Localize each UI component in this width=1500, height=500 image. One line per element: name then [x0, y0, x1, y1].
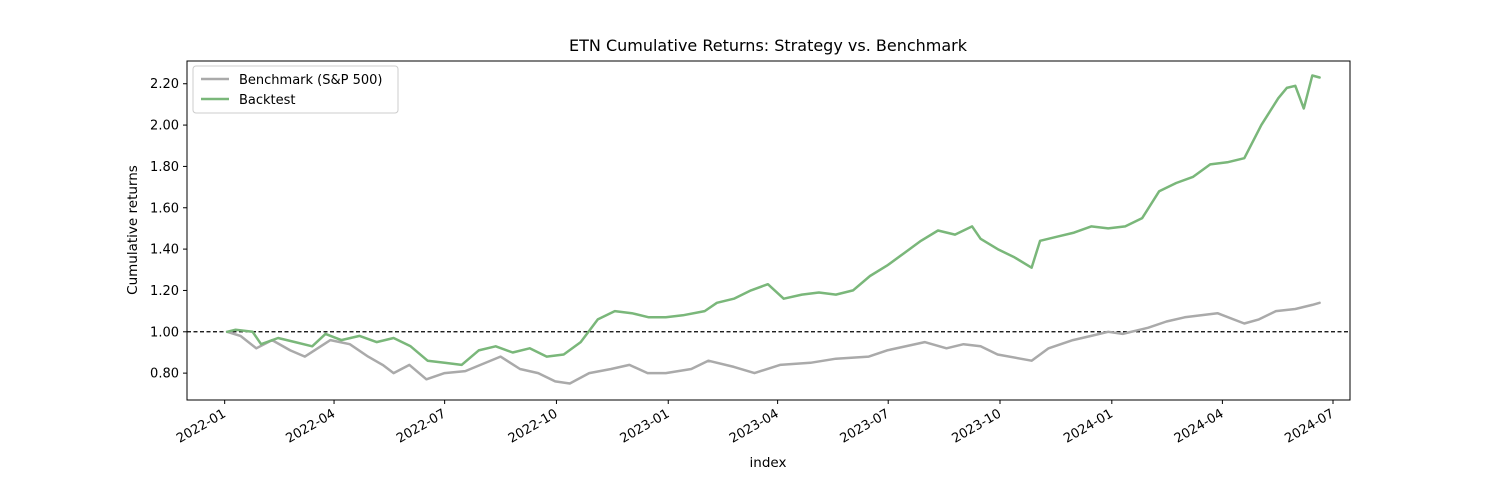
y-tick-label: 1.20	[150, 284, 179, 299]
x-tick-label: 2023-04	[727, 406, 782, 446]
plot-area	[187, 74, 1350, 385]
x-tick-label: 2023-07	[838, 406, 893, 446]
series-line-backtest	[225, 74, 1321, 367]
x-tick-label: 2022-07	[394, 406, 449, 446]
plot-frame	[186, 60, 1351, 401]
series-line-benchmark	[225, 301, 1321, 385]
y-tick-label: 0.80	[150, 367, 179, 382]
y-tick-label: 1.80	[150, 160, 179, 175]
x-tick-label: 2024-04	[1172, 406, 1227, 446]
x-tick-label: 2024-01	[1061, 406, 1116, 446]
legend-label-backtest: Backtest	[239, 93, 296, 108]
y-tick-label: 2.00	[150, 119, 179, 134]
y-axis-label: Cumulative returns	[125, 165, 141, 295]
legend-box	[192, 65, 399, 114]
x-tick-label: 2022-01	[174, 406, 229, 446]
y-tick-label: 1.00	[150, 325, 179, 340]
x-axis-label: index	[750, 455, 787, 471]
chart-title: ETN Cumulative Returns: Strategy vs. Ben…	[569, 36, 968, 55]
y-axis: 0.80 1.00 1.20 1.40 1.60 1.80 2.00 2.20	[150, 77, 187, 382]
x-axis: 2022-01 2022-04 2022-07 2022-10 2023-01 2023-…	[174, 400, 1337, 447]
y-tick-label: 1.60	[150, 201, 179, 216]
x-tick-label: 2023-01	[618, 406, 673, 446]
x-tick-label: 2023-10	[949, 406, 1004, 446]
legend-label-benchmark: Benchmark (S&P 500)	[239, 73, 383, 88]
x-tick-label: 2022-10	[506, 406, 561, 446]
x-tick-label: 2022-04	[283, 406, 338, 446]
y-tick-label: 1.40	[150, 243, 179, 258]
legend: Benchmark (S&P 500) Backtest	[192, 65, 399, 114]
x-tick-label: 2024-07	[1282, 406, 1337, 446]
y-tick-label: 2.20	[150, 77, 179, 92]
